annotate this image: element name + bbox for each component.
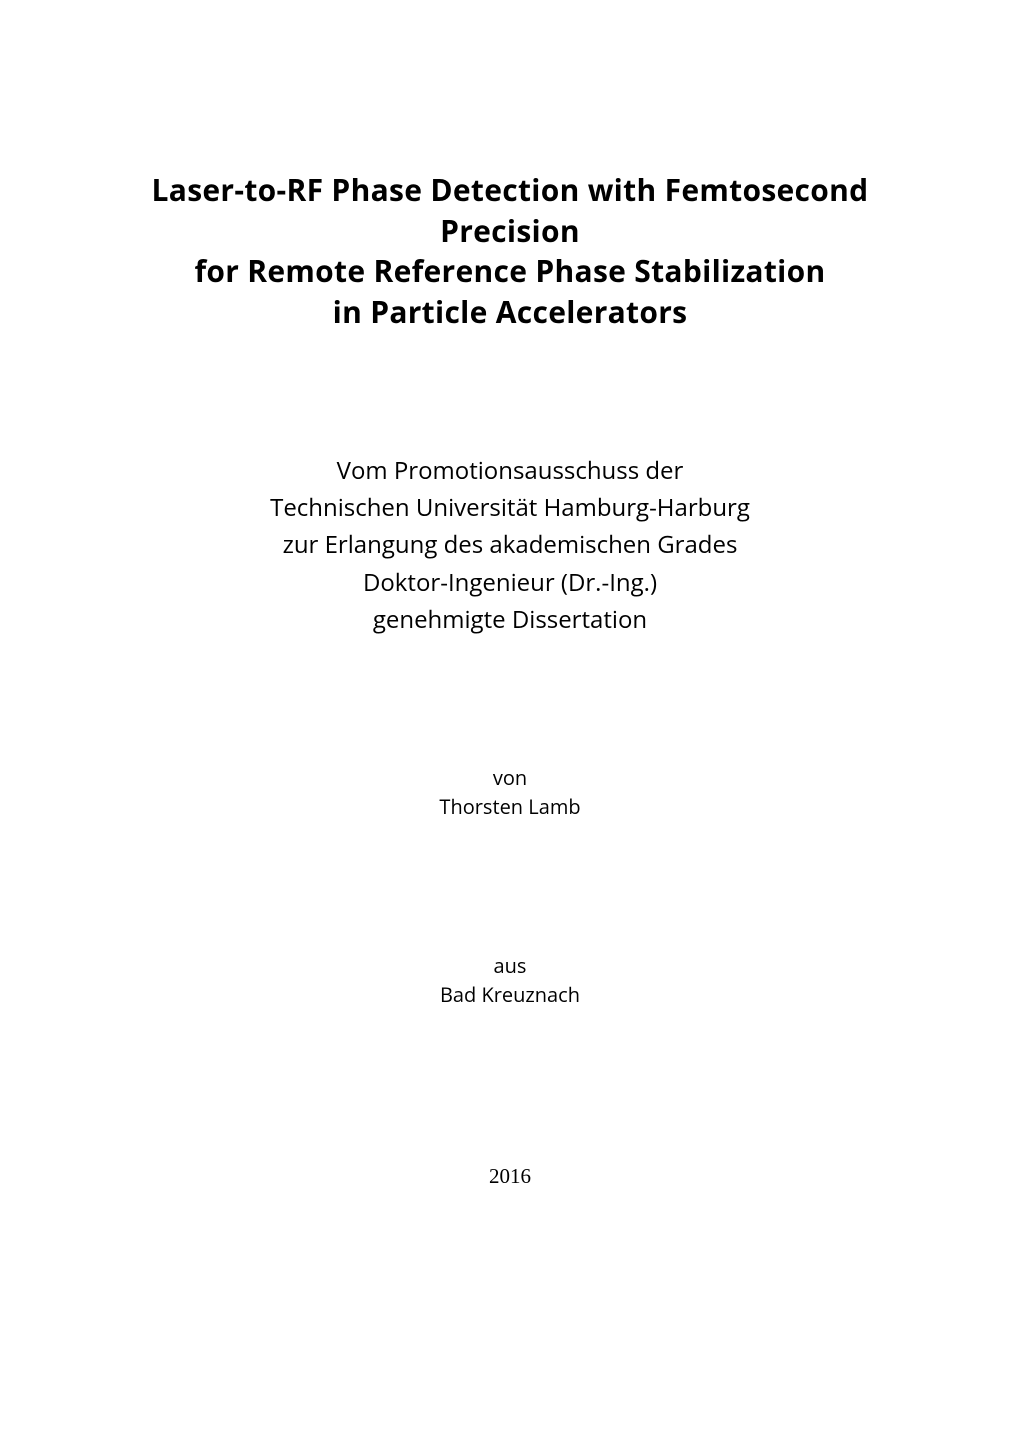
- title-line-3: in Particle Accelerators: [80, 292, 940, 333]
- title-rf-smallcaps: RF: [286, 169, 323, 210]
- author-name: Thorsten Lamb: [80, 792, 940, 821]
- title-block: Laser-to-RF Phase Detection with Femtose…: [80, 170, 940, 332]
- author-by: von: [80, 763, 940, 792]
- committee-line-2: Technischen Universität Hamburg-Harburg: [80, 489, 940, 526]
- committee-block: Vom Promotionsausschuss der Technischen …: [80, 452, 940, 638]
- title-pre: Laser-to-: [152, 169, 287, 210]
- from-block: aus Bad Kreuznach: [80, 951, 940, 1009]
- committee-line-1: Vom Promotionsausschuss der: [80, 452, 940, 489]
- title-line-2: for Remote Reference Phase Stabilization: [80, 251, 940, 292]
- year-block: 2016: [80, 1164, 940, 1189]
- title-page: Laser-to-RF Phase Detection with Femtose…: [0, 0, 1020, 1442]
- title-line-1: Laser-to-RF Phase Detection with Femtose…: [80, 170, 940, 251]
- title-post: Phase Detection with Femtosecond Precisi…: [323, 169, 868, 251]
- year-value: 2016: [80, 1164, 940, 1189]
- author-block: von Thorsten Lamb: [80, 763, 940, 821]
- from-place: Bad Kreuznach: [80, 980, 940, 1009]
- from-aus: aus: [80, 951, 940, 980]
- committee-line-4: Doktor-Ingenieur (Dr.-Ing.): [80, 564, 940, 601]
- committee-line-3: zur Erlangung des akademischen Grades: [80, 526, 940, 563]
- committee-line-5: genehmigte Dissertation: [80, 601, 940, 638]
